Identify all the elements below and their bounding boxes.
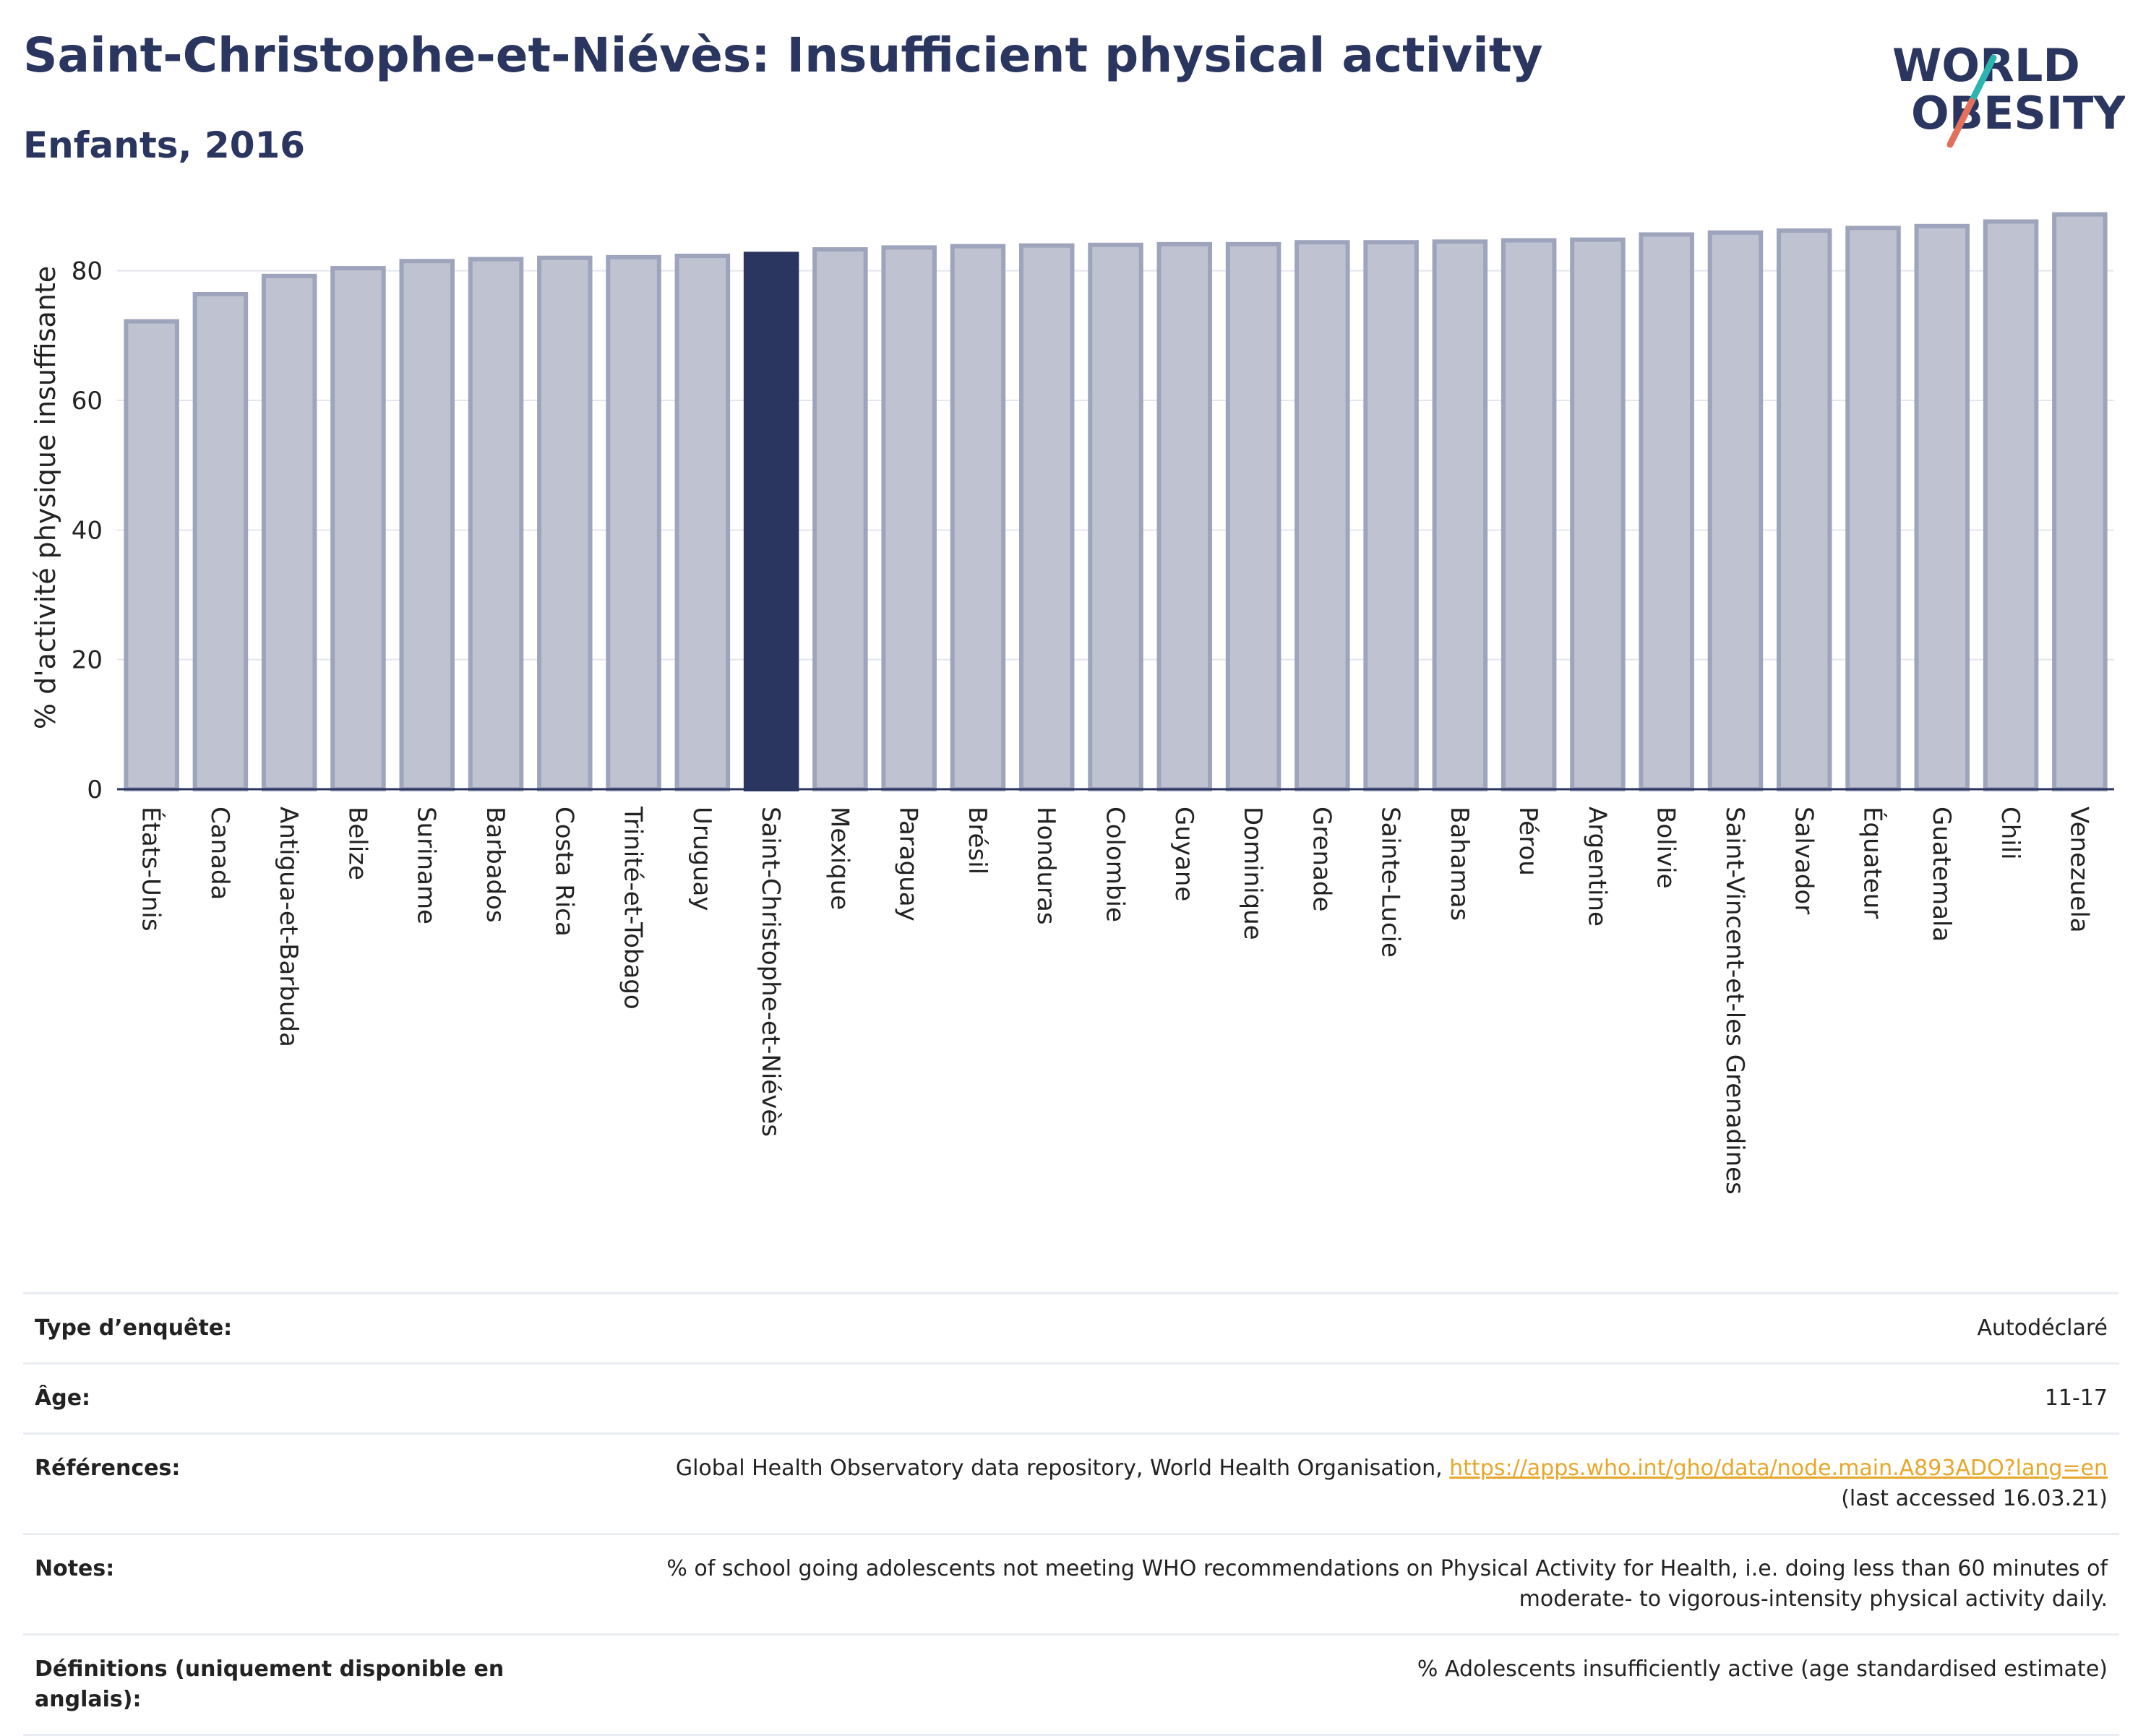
page-subtitle: Enfants, 2016 xyxy=(23,124,306,166)
info-label: Notes: xyxy=(35,1556,115,1581)
info-value: Autodéclaré xyxy=(1977,1315,2108,1341)
bar xyxy=(1088,242,1143,791)
y-tick-label: 80 xyxy=(72,257,103,286)
bar-highlight xyxy=(743,252,799,791)
info-row-survey-type: Type d’enquête: Autodéclaré xyxy=(23,1292,2119,1362)
x-tick-label: Bolivie xyxy=(1652,807,1680,889)
x-tick-label: États-Unis xyxy=(137,807,166,932)
x-tick-label: Sainte-Lucie xyxy=(1376,807,1405,958)
x-tick-label: Salvador xyxy=(1789,807,1818,914)
bar xyxy=(1018,243,1075,791)
bar xyxy=(1225,241,1281,791)
bar xyxy=(1432,239,1488,792)
bar xyxy=(1983,219,2039,791)
info-table: Type d’enquête: Autodéclaré Âge: 11-17 R… xyxy=(23,1292,2119,1736)
x-tick-label: Costa Rica xyxy=(549,807,578,937)
bar xyxy=(1777,228,1832,792)
info-value-references: Global Health Observatory data repositor… xyxy=(676,1453,2108,1514)
bar xyxy=(537,255,593,791)
x-tick-label: Canada xyxy=(205,807,234,900)
bar xyxy=(399,259,455,791)
bar xyxy=(1295,240,1350,792)
bar xyxy=(2052,212,2108,791)
x-tick-label: Barbados xyxy=(481,807,510,923)
bar xyxy=(606,254,661,791)
x-tick-label: Pérou xyxy=(1514,807,1542,876)
x-tick-label: Argentine xyxy=(1582,807,1611,927)
bar xyxy=(1914,223,1970,791)
info-label: Âge: xyxy=(35,1385,91,1411)
bar xyxy=(124,319,179,791)
bar xyxy=(468,257,524,791)
reference-text: Global Health Observatory data repositor… xyxy=(675,1456,1443,1481)
x-tick-label: Brésil xyxy=(963,807,992,875)
info-row-notes: Notes: % of school going adolescents not… xyxy=(23,1533,2119,1633)
x-tick-label: Mexique xyxy=(825,807,854,910)
info-label: Références: xyxy=(35,1456,181,1481)
bar xyxy=(1707,230,1764,792)
bar xyxy=(192,291,249,791)
x-tick-label: Guatemala xyxy=(1927,807,1956,942)
x-tick-label: Saint-Christophe-et-Niévès xyxy=(756,807,785,1137)
x-tick-label: Guyane xyxy=(1169,807,1198,901)
bar xyxy=(1363,240,1419,792)
info-value: 11-17 xyxy=(2044,1385,2108,1411)
info-label: Type d’enquête: xyxy=(35,1315,233,1341)
x-tick-label: Venezuela xyxy=(2064,807,2093,933)
x-tick-label: Suriname xyxy=(412,807,441,924)
info-label: Définitions (uniquement disponible en an… xyxy=(35,1656,505,1712)
x-tick-label: Trinité-et-Tobago xyxy=(619,806,648,1010)
bar xyxy=(812,247,868,791)
x-tick-label: Grenade xyxy=(1307,807,1336,911)
x-tick-label: Chili xyxy=(1996,807,2025,860)
x-tick-label: Colombie xyxy=(1101,807,1130,922)
reference-link[interactable]: https://apps.who.int/gho/data/node.main.… xyxy=(1449,1456,2108,1481)
x-tick-label: Honduras xyxy=(1031,807,1060,925)
page-title: Saint-Christophe-et-Niévès: Insufficient… xyxy=(23,27,1543,83)
world-obesity-logo: WORLD OBESITY xyxy=(1892,39,2125,148)
bar xyxy=(1501,238,1557,792)
x-tick-label: Uruguay xyxy=(687,807,716,911)
y-tick-label: 60 xyxy=(72,387,103,416)
bar xyxy=(1639,232,1694,792)
info-value: % of school going adolescents not meetin… xyxy=(666,1556,2108,1612)
bar xyxy=(950,244,1006,791)
x-tick-label: Belize xyxy=(343,807,372,880)
y-tick-label: 0 xyxy=(87,775,103,804)
bar xyxy=(881,245,937,791)
x-tick-label: Équateur xyxy=(1858,807,1888,919)
y-tick-label: 40 xyxy=(72,516,103,545)
info-value: % Adolescents insufficiently active (age… xyxy=(1417,1656,2108,1682)
y-tick-label: 20 xyxy=(72,646,103,675)
info-row-references: Références: Global Health Observatory da… xyxy=(23,1432,2119,1533)
x-tick-label: Dominique xyxy=(1238,807,1267,940)
logo-red-stroke xyxy=(1946,98,1975,148)
bar xyxy=(261,273,317,791)
info-row-definitions: Définitions (uniquement disponible en an… xyxy=(23,1633,2119,1736)
bar-chart: 0 20 40 60 80 % d'activité physique insuffisa… xyxy=(30,212,2114,1195)
y-axis-title: % d'activité physique insuffisante xyxy=(30,266,61,729)
x-tick-label: Antigua-et-Barbuda xyxy=(274,807,303,1047)
x-tick-label: Paraguay xyxy=(894,807,923,921)
info-row-age: Âge: 11-17 xyxy=(23,1362,2119,1432)
bar xyxy=(1845,225,1901,791)
bar xyxy=(674,254,731,791)
x-tick-label: Saint-Vincent-et-les Grenadines xyxy=(1720,807,1749,1195)
bar xyxy=(1570,237,1626,792)
logo-line2: OBESITY xyxy=(1911,87,2125,139)
bar xyxy=(330,266,386,791)
bar xyxy=(1156,241,1213,791)
x-tick-label: Bahamas xyxy=(1445,807,1474,921)
logo-teal-stroke xyxy=(1968,54,1997,105)
reference-accessed: (last accessed 16.03.21) xyxy=(1841,1486,2108,1511)
